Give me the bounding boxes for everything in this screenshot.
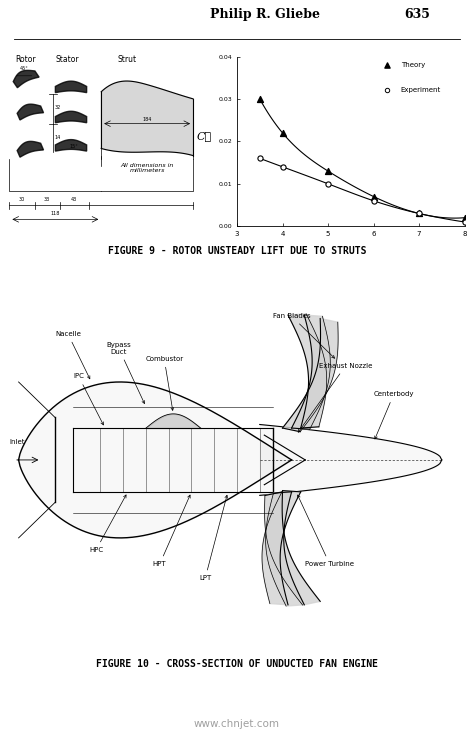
Point [324, 165, 332, 177]
Polygon shape [262, 491, 301, 605]
Text: 15°: 15° [70, 144, 79, 149]
Polygon shape [288, 314, 327, 428]
Point [256, 93, 264, 105]
Polygon shape [101, 81, 193, 155]
Text: IPC: IPC [73, 373, 103, 425]
Text: 45°: 45° [20, 66, 28, 71]
Polygon shape [13, 70, 39, 87]
Text: Strut: Strut [118, 54, 137, 63]
Y-axis label: Cℓ: Cℓ [197, 131, 212, 142]
Polygon shape [55, 112, 87, 123]
Text: Combustor: Combustor [145, 356, 183, 410]
Text: LPT: LPT [199, 495, 228, 581]
Point [461, 216, 468, 228]
Text: Nacelle: Nacelle [55, 331, 90, 379]
Text: 32: 32 [55, 106, 61, 110]
Point [383, 84, 391, 97]
Point [370, 195, 377, 207]
Text: Bypass
Duct: Bypass Duct [106, 342, 145, 403]
Polygon shape [55, 81, 87, 93]
Text: 30: 30 [19, 197, 25, 202]
Polygon shape [17, 141, 44, 157]
Text: Exhaust Nozzle: Exhaust Nozzle [298, 363, 372, 432]
Point [461, 212, 468, 224]
Text: Stator: Stator [55, 54, 79, 63]
Text: Fan Blades: Fan Blades [273, 313, 335, 358]
Point [415, 207, 423, 219]
Text: 43: 43 [71, 197, 77, 202]
Text: Power Turbine: Power Turbine [298, 495, 354, 567]
Point [324, 178, 332, 190]
Point [383, 59, 391, 71]
Polygon shape [264, 492, 320, 605]
Point [279, 127, 286, 139]
Text: HPT: HPT [153, 495, 190, 567]
Polygon shape [283, 318, 338, 432]
Point [415, 207, 423, 219]
Text: Philip R. Gliebe: Philip R. Gliebe [210, 8, 320, 21]
Text: Inlet: Inlet [9, 440, 25, 445]
Point [256, 152, 264, 164]
Text: 14: 14 [55, 135, 61, 140]
Text: 118: 118 [51, 211, 60, 216]
Text: 635: 635 [404, 8, 430, 21]
Point [279, 161, 286, 173]
Text: www.chnjet.com: www.chnjet.com [194, 719, 280, 729]
Text: Theory: Theory [401, 62, 425, 68]
Text: Centerbody: Centerbody [374, 391, 414, 439]
Polygon shape [17, 104, 44, 120]
Text: Experiment: Experiment [401, 87, 441, 93]
Text: HPC: HPC [89, 495, 126, 553]
Text: FIGURE 10 - CROSS-SECTION OF UNDUCTED FAN ENGINE: FIGURE 10 - CROSS-SECTION OF UNDUCTED FA… [96, 658, 378, 669]
Text: All dimensions in
millimeters: All dimensions in millimeters [120, 163, 174, 173]
Point [370, 191, 377, 203]
Polygon shape [55, 139, 87, 151]
Text: 184: 184 [143, 117, 152, 122]
Text: Rotor: Rotor [16, 54, 36, 63]
Text: FIGURE 9 - ROTOR UNSTEADY LIFT DUE TO STRUTS: FIGURE 9 - ROTOR UNSTEADY LIFT DUE TO ST… [108, 246, 366, 256]
Polygon shape [265, 492, 304, 606]
Polygon shape [292, 315, 330, 429]
Text: 33: 33 [44, 197, 50, 202]
